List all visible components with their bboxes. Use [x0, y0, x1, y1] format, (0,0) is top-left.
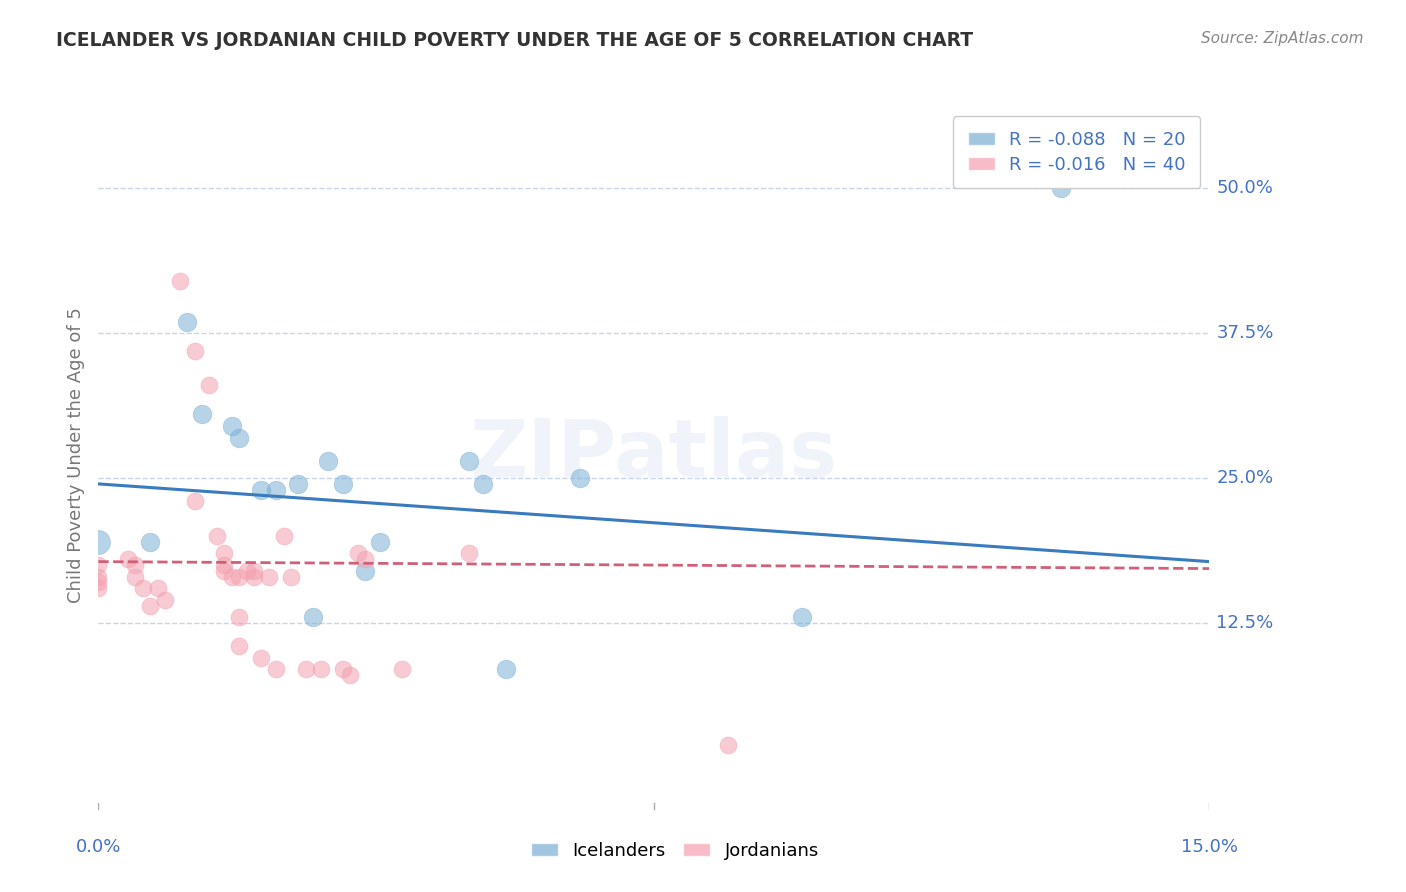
Text: 50.0%: 50.0% — [1216, 179, 1272, 197]
Point — [153, 592, 176, 607]
Point — [124, 570, 146, 584]
Point — [790, 610, 813, 624]
Point — [87, 582, 110, 596]
Point — [198, 378, 221, 392]
Point — [368, 534, 391, 549]
Point — [495, 662, 517, 676]
Point — [139, 534, 162, 549]
Legend: R = -0.088   N = 20, R = -0.016   N = 40: R = -0.088 N = 20, R = -0.016 N = 40 — [953, 116, 1201, 188]
Point — [228, 610, 250, 624]
Point — [228, 639, 250, 653]
Point — [717, 738, 740, 752]
Point — [339, 668, 361, 682]
Point — [250, 483, 273, 497]
Point — [294, 662, 316, 676]
Text: 37.5%: 37.5% — [1216, 324, 1274, 343]
Point — [302, 610, 325, 624]
Text: ZIPatlas: ZIPatlas — [470, 416, 838, 494]
Point — [221, 418, 243, 433]
Point — [132, 582, 155, 596]
Point — [228, 570, 250, 584]
Point — [346, 546, 368, 561]
Point — [169, 274, 191, 288]
Point — [354, 564, 377, 578]
Point — [87, 534, 110, 549]
Point — [87, 558, 110, 573]
Point — [332, 662, 354, 676]
Y-axis label: Child Poverty Under the Age of 5: Child Poverty Under the Age of 5 — [66, 307, 84, 603]
Point — [243, 564, 266, 578]
Point — [391, 662, 413, 676]
Point — [124, 558, 146, 573]
Point — [191, 407, 214, 421]
Point — [287, 476, 309, 491]
Point — [273, 529, 295, 543]
Point — [221, 570, 243, 584]
Point — [243, 570, 266, 584]
Point — [332, 476, 354, 491]
Point — [146, 582, 169, 596]
Point — [214, 558, 236, 573]
Point — [316, 453, 339, 467]
Point — [176, 314, 198, 328]
Point — [214, 564, 236, 578]
Point — [457, 546, 479, 561]
Point — [250, 651, 273, 665]
Point — [1050, 181, 1073, 195]
Point — [457, 453, 479, 467]
Text: 25.0%: 25.0% — [1216, 469, 1274, 487]
Point — [280, 570, 302, 584]
Point — [568, 471, 591, 485]
Point — [264, 483, 287, 497]
Point — [139, 599, 162, 613]
Point — [117, 552, 139, 566]
Point — [235, 564, 257, 578]
Point — [257, 570, 280, 584]
Point — [183, 494, 205, 508]
Point — [354, 552, 377, 566]
Text: Source: ZipAtlas.com: Source: ZipAtlas.com — [1201, 31, 1364, 46]
Text: 0.0%: 0.0% — [76, 838, 121, 856]
Point — [309, 662, 332, 676]
Point — [472, 476, 495, 491]
Point — [87, 575, 110, 590]
Text: ICELANDER VS JORDANIAN CHILD POVERTY UNDER THE AGE OF 5 CORRELATION CHART: ICELANDER VS JORDANIAN CHILD POVERTY UND… — [56, 31, 973, 50]
Point — [228, 431, 250, 445]
Legend: Icelanders, Jordanians: Icelanders, Jordanians — [516, 827, 834, 874]
Text: 15.0%: 15.0% — [1181, 838, 1237, 856]
Point — [87, 570, 110, 584]
Point — [205, 529, 228, 543]
Point — [214, 546, 236, 561]
Point — [264, 662, 287, 676]
Text: 12.5%: 12.5% — [1216, 614, 1274, 632]
Point — [183, 343, 205, 358]
